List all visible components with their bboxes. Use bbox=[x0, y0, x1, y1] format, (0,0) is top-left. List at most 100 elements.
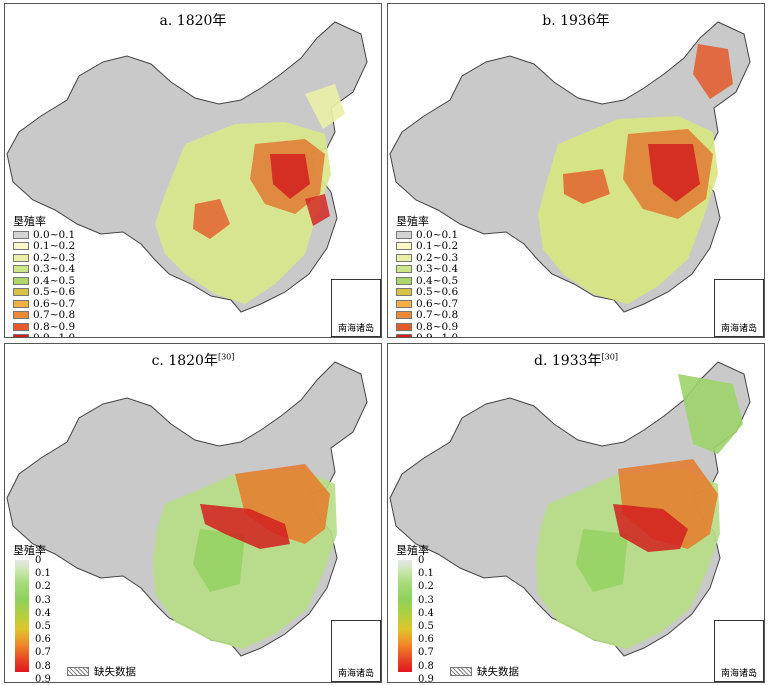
legend-class-item: 0.6~0.7 bbox=[13, 298, 75, 310]
legend-swatch bbox=[396, 253, 412, 262]
inset-south-china-sea-b: 南海诸岛 bbox=[714, 279, 764, 337]
legend-class-label: 0.2~0.3 bbox=[33, 251, 76, 264]
legend-gradient-d: 垦殖率 bbox=[396, 542, 429, 558]
china-map-c bbox=[6, 361, 368, 657]
ramp-tick-label: 0.5 bbox=[418, 621, 434, 632]
legend-class-item: 0.4~0.5 bbox=[13, 275, 75, 287]
legend-class-item: 0.1~0.2 bbox=[13, 240, 76, 253]
color-ramp-d bbox=[398, 560, 412, 672]
ramp-tick-label: 0.2 bbox=[35, 581, 51, 593]
legend-class-label: 0.5~0.6 bbox=[416, 286, 459, 299]
legend-class-label: 0.3~0.4 bbox=[416, 263, 459, 276]
legend-class-item: 0.7~0.8 bbox=[13, 309, 76, 322]
ramp-tick-label: 0.6 bbox=[35, 634, 51, 646]
ramp-tick-label: 0.1 bbox=[35, 568, 51, 580]
legend-class-label: 0.8~0.9 bbox=[33, 320, 76, 333]
panel-title-b: b. 1936年 bbox=[542, 13, 610, 29]
legend-class-label: 0.5~0.6 bbox=[33, 286, 76, 299]
map-panel-a: a. 1820年 垦殖率 0.0~0.1 0.1~0.2 0.2~0.3 0.3~0.… bbox=[4, 3, 382, 338]
ramp-tick-label: 0.6 bbox=[418, 634, 434, 646]
legend-swatch bbox=[396, 322, 412, 331]
legend-swatch bbox=[396, 276, 412, 285]
ramp-tick-label: 0.7 bbox=[35, 647, 51, 659]
ramp-tick-label: 0.8 bbox=[35, 660, 51, 672]
ramp-tick-label: 0 bbox=[35, 555, 42, 566]
legend-swatch bbox=[396, 230, 412, 239]
ramp-tick-label: 0.8 bbox=[418, 660, 434, 672]
legend-class-label: 0.9~1.0 bbox=[416, 332, 458, 337]
legend-rows-a: 0.0~0.1 0.1~0.2 0.2~0.3 0.3~0.4 0.4~0.5 0.5~0… bbox=[13, 229, 76, 337]
legend-class-item: 0.0~0.1 bbox=[13, 229, 75, 241]
legend-rows-b: 0.0~0.1 0.1~0.2 0.2~0.3 0.3~0.4 0.4~0.5 0.5~0… bbox=[396, 228, 459, 337]
legend-class-label: 0.1~0.2 bbox=[33, 240, 76, 253]
legend-class-item: 0.3~0.4 bbox=[396, 263, 459, 276]
color-ramp-c bbox=[15, 560, 29, 672]
panel-title-c: c. 1820年[30] bbox=[151, 352, 235, 369]
legend-swatch bbox=[396, 334, 412, 337]
legend-class-label: 0.6~0.7 bbox=[33, 297, 76, 310]
ramp-tick-label: 0.9 bbox=[418, 673, 434, 683]
legend-class-item: 0.8~0.9 bbox=[396, 321, 458, 333]
legend-class-label: 0.1~0.2 bbox=[416, 240, 459, 253]
legend-swatch bbox=[396, 265, 412, 274]
legend-swatch bbox=[13, 322, 29, 331]
legend-missing-c: 缺失数据 bbox=[67, 664, 136, 679]
legend-class-item: 0.5~0.6 bbox=[396, 286, 459, 299]
panel-title-a: a. 1820年 bbox=[159, 13, 227, 29]
inset-south-china-sea-d: 南海诸岛 bbox=[714, 620, 764, 682]
legend-class-label: 0.9~1.0 bbox=[33, 332, 75, 337]
legend-class-label: 0.7~0.8 bbox=[33, 309, 76, 322]
legend-class-item: 0.7~0.8 bbox=[396, 309, 459, 322]
inset-south-china-sea-a: 南海诸岛 bbox=[331, 279, 381, 337]
legend-class-label: 0.0~0.1 bbox=[416, 228, 459, 241]
ramp-tick-label: 0.2 bbox=[418, 581, 434, 593]
ramp-tick-label: 0.9 bbox=[35, 673, 51, 683]
legend-swatch bbox=[13, 311, 29, 320]
legend-swatch bbox=[13, 253, 29, 262]
legend-classes-b: 垦殖率 0.0~0.1 0.1~0.2 0.2~0.3 0.3~0.4 0.4~0.5 0… bbox=[396, 215, 459, 337]
inset-south-china-sea-c: 南海诸岛 bbox=[331, 620, 381, 682]
legend-swatch bbox=[13, 288, 29, 297]
ramp-tick-label: 0.4 bbox=[35, 607, 51, 619]
ramp-tick-label: 0 bbox=[418, 555, 425, 566]
map-panel-d: d. 1933年[30] 垦殖率 0 0.1 0.2 0.3 0.4 0.5 0.6 0.7 0… bbox=[387, 343, 765, 683]
map-panel-c: c. 1820年[30] 垦殖率 0 0.1 0.2 0.3 0.4 0.5 0.6 0.7 0… bbox=[4, 343, 382, 683]
legend-class-item: 0.3~0.4 bbox=[13, 263, 76, 276]
ramp-tick-label: 0.5 bbox=[35, 621, 51, 632]
legend-class-item: 0.5~0.6 bbox=[13, 286, 76, 299]
legend-title-a: 垦殖率 bbox=[13, 215, 46, 228]
legend-class-label: 0.8~0.9 bbox=[416, 320, 459, 333]
legend-class-item: 0.6~0.7 bbox=[396, 298, 458, 310]
legend-swatch bbox=[13, 334, 29, 337]
legend-class-item: 0.2~0.3 bbox=[396, 252, 458, 264]
ramp-tick-label: 0.3 bbox=[35, 594, 51, 606]
legend-swatch bbox=[396, 299, 412, 308]
legend-title-c: 垦殖率 bbox=[13, 544, 46, 557]
legend-swatch bbox=[396, 288, 412, 297]
map-panel-b: b. 1936年 垦殖率 0.0~0.1 0.1~0.2 0.2~0.3 0.3~0.… bbox=[387, 3, 765, 338]
panel-title-d: d. 1933年[30] bbox=[534, 352, 618, 369]
legend-class-label: 0.3~0.4 bbox=[33, 263, 76, 276]
legend-class-item: 0.8~0.9 bbox=[13, 321, 75, 333]
legend-swatch bbox=[13, 242, 29, 251]
legend-title-b: 垦殖率 bbox=[396, 215, 429, 228]
legend-swatch bbox=[13, 299, 29, 308]
legend-class-label: 0.2~0.3 bbox=[416, 251, 459, 264]
legend-class-label: 0.7~0.8 bbox=[416, 309, 459, 322]
legend-swatch bbox=[13, 276, 29, 285]
ramp-tick-label: 0.1 bbox=[418, 568, 434, 580]
legend-classes-a: 垦殖率 0.0~0.1 0.1~0.2 0.2~0.3 0.3~0.4 0.4~0.5 0… bbox=[13, 215, 76, 337]
china-map-a bbox=[6, 21, 368, 313]
legend-class-label: 0.6~0.7 bbox=[416, 297, 459, 310]
legend-class-label: 0.0~0.1 bbox=[33, 228, 76, 241]
legend-swatch bbox=[396, 242, 412, 251]
legend-class-item: 0.1~0.2 bbox=[396, 240, 459, 253]
legend-swatch bbox=[13, 265, 29, 274]
china-map-b bbox=[389, 21, 751, 313]
ramp-tick-label: 0.3 bbox=[418, 594, 434, 606]
ramp-tick-label: 0.4 bbox=[418, 607, 434, 619]
legend-class-item: 0.2~0.3 bbox=[13, 252, 75, 264]
legend-class-label: 0.4~0.5 bbox=[416, 274, 459, 287]
legend-missing-d: 缺失数据 bbox=[450, 664, 519, 679]
legend-class-item: 0.4~0.5 bbox=[396, 275, 458, 287]
